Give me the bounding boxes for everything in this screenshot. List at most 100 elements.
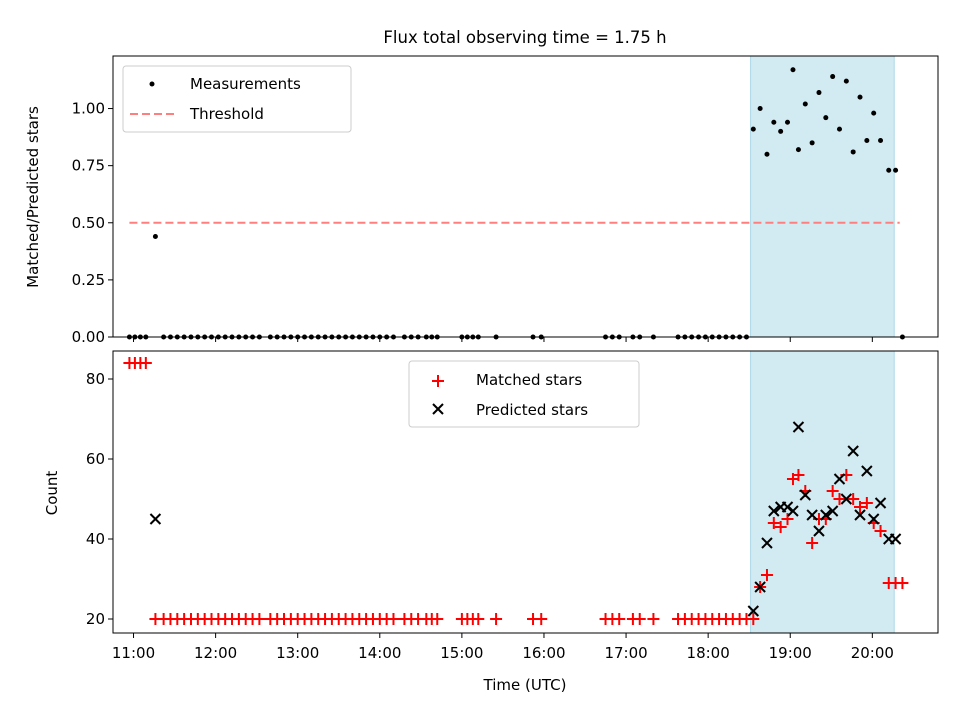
count-points	[123, 357, 909, 625]
highlight-span	[750, 350, 895, 634]
data-point-matched	[633, 613, 646, 625]
data-point-predicted	[847, 445, 859, 457]
data-point	[757, 106, 763, 112]
x-tick-label: 12:00	[194, 644, 237, 662]
y-tick-label: 60	[86, 450, 105, 468]
data-point-matched	[806, 537, 819, 549]
legend-label-matched: Matched stars	[476, 371, 582, 389]
data-point-matched	[874, 525, 887, 537]
legend-marker-measurements	[149, 81, 155, 87]
y-tick-label: 0.75	[72, 157, 105, 175]
data-point-predicted	[813, 525, 825, 537]
data-point-predicted	[840, 493, 853, 505]
data-point-matched	[747, 613, 760, 625]
data-point	[778, 128, 784, 134]
panel-counts: 20 40 60 80 11:00 12:00 13:00 14:00 15:00 16:00 1…	[43, 350, 939, 694]
x-tick-label: 13:00	[276, 644, 319, 662]
y-tick-label: 0.00	[72, 328, 105, 346]
x-tick-label: 14:00	[358, 644, 401, 662]
data-point-predicted	[867, 513, 880, 525]
legend-label-measurements: Measurements	[190, 75, 301, 93]
highlight-span	[750, 55, 895, 338]
legend: Measurements Threshold	[122, 65, 352, 133]
legend-marker-matched	[432, 375, 444, 387]
data-point-matched	[774, 521, 787, 533]
data-point-matched	[833, 493, 846, 505]
data-point-matched	[826, 485, 839, 497]
data-point-matched	[613, 613, 626, 625]
x-tick-label: 11:00	[112, 644, 155, 662]
x-tick-label: 15:00	[440, 644, 483, 662]
data-point	[152, 233, 158, 239]
data-point	[750, 126, 756, 132]
data-point-predicted	[787, 505, 799, 517]
data-point-matched	[847, 493, 860, 505]
data-point	[836, 126, 842, 132]
y-tick-label: 20	[86, 610, 105, 628]
data-point-predicted	[820, 509, 832, 521]
data-point-predicted	[833, 473, 846, 485]
highlight-rect	[750, 350, 895, 634]
highlight-rect	[750, 55, 895, 338]
legend-marker-predicted	[432, 403, 444, 415]
data-point	[809, 140, 815, 146]
data-point-predicted	[854, 509, 866, 521]
x-tick-label: 19:00	[769, 644, 812, 662]
y-axis-ticks: 20 40 60 80	[86, 370, 113, 628]
data-point	[878, 138, 884, 144]
data-point-predicted	[826, 505, 839, 517]
legend-label-predicted: Predicted stars	[476, 401, 588, 419]
legend-label-threshold: Threshold	[189, 105, 264, 123]
data-point-matched	[431, 613, 444, 625]
data-point	[864, 138, 870, 144]
data-point-predicted	[781, 501, 794, 513]
data-point-matched	[760, 569, 773, 581]
data-point	[830, 74, 836, 80]
legend-box	[408, 360, 640, 428]
data-point	[843, 78, 849, 84]
y-tick-label: 0.25	[72, 271, 105, 289]
data-point	[871, 110, 877, 116]
plot-frame	[112, 350, 939, 634]
data-point-matched	[792, 469, 805, 481]
data-point	[850, 149, 856, 155]
x-tick-label: 18:00	[687, 644, 730, 662]
data-point	[816, 90, 822, 96]
data-point-predicted	[874, 497, 887, 509]
data-point-predicted	[768, 505, 780, 517]
data-point	[790, 67, 796, 73]
data-point-matched	[854, 501, 867, 513]
data-point-matched	[860, 497, 873, 509]
data-point-matched	[535, 613, 548, 625]
data-point	[823, 115, 829, 121]
legend: Matched stars Predicted stars	[408, 360, 640, 428]
y-tick-label: 40	[86, 530, 105, 548]
data-point	[893, 167, 899, 173]
chart-title: Flux total observing time = 1.75 h	[383, 28, 666, 47]
x-tick-label: 16:00	[522, 644, 565, 662]
data-point-matched	[472, 613, 485, 625]
data-point-matched	[767, 517, 780, 529]
legend-box	[122, 65, 352, 133]
data-point-matched	[139, 357, 152, 369]
data-point-predicted	[861, 465, 873, 477]
x-axis-ticks	[133, 337, 873, 342]
data-point-matched	[387, 613, 400, 625]
data-point-predicted	[806, 509, 818, 521]
data-point-matched	[253, 613, 266, 625]
data-point	[795, 147, 801, 153]
y-tick-label: 0.50	[72, 214, 105, 232]
data-point-matched	[781, 513, 794, 525]
data-point	[802, 101, 808, 107]
data-point-predicted	[889, 533, 902, 545]
y-tick-label: 80	[86, 370, 105, 388]
x-axis-label: Time (UTC)	[483, 676, 567, 694]
x-tick-label: 17:00	[604, 644, 647, 662]
y-axis-ticks: 0.00 0.25 0.50 0.75 1.00	[72, 100, 113, 346]
plot-frame	[112, 55, 939, 338]
panel-ratio: 0.00 0.25 0.50 0.75 1.00 Matched/Predicted s…	[24, 55, 939, 346]
y-tick-label: 1.00	[72, 100, 105, 118]
data-point	[764, 151, 770, 157]
x-tick-label: 20:00	[851, 644, 894, 662]
